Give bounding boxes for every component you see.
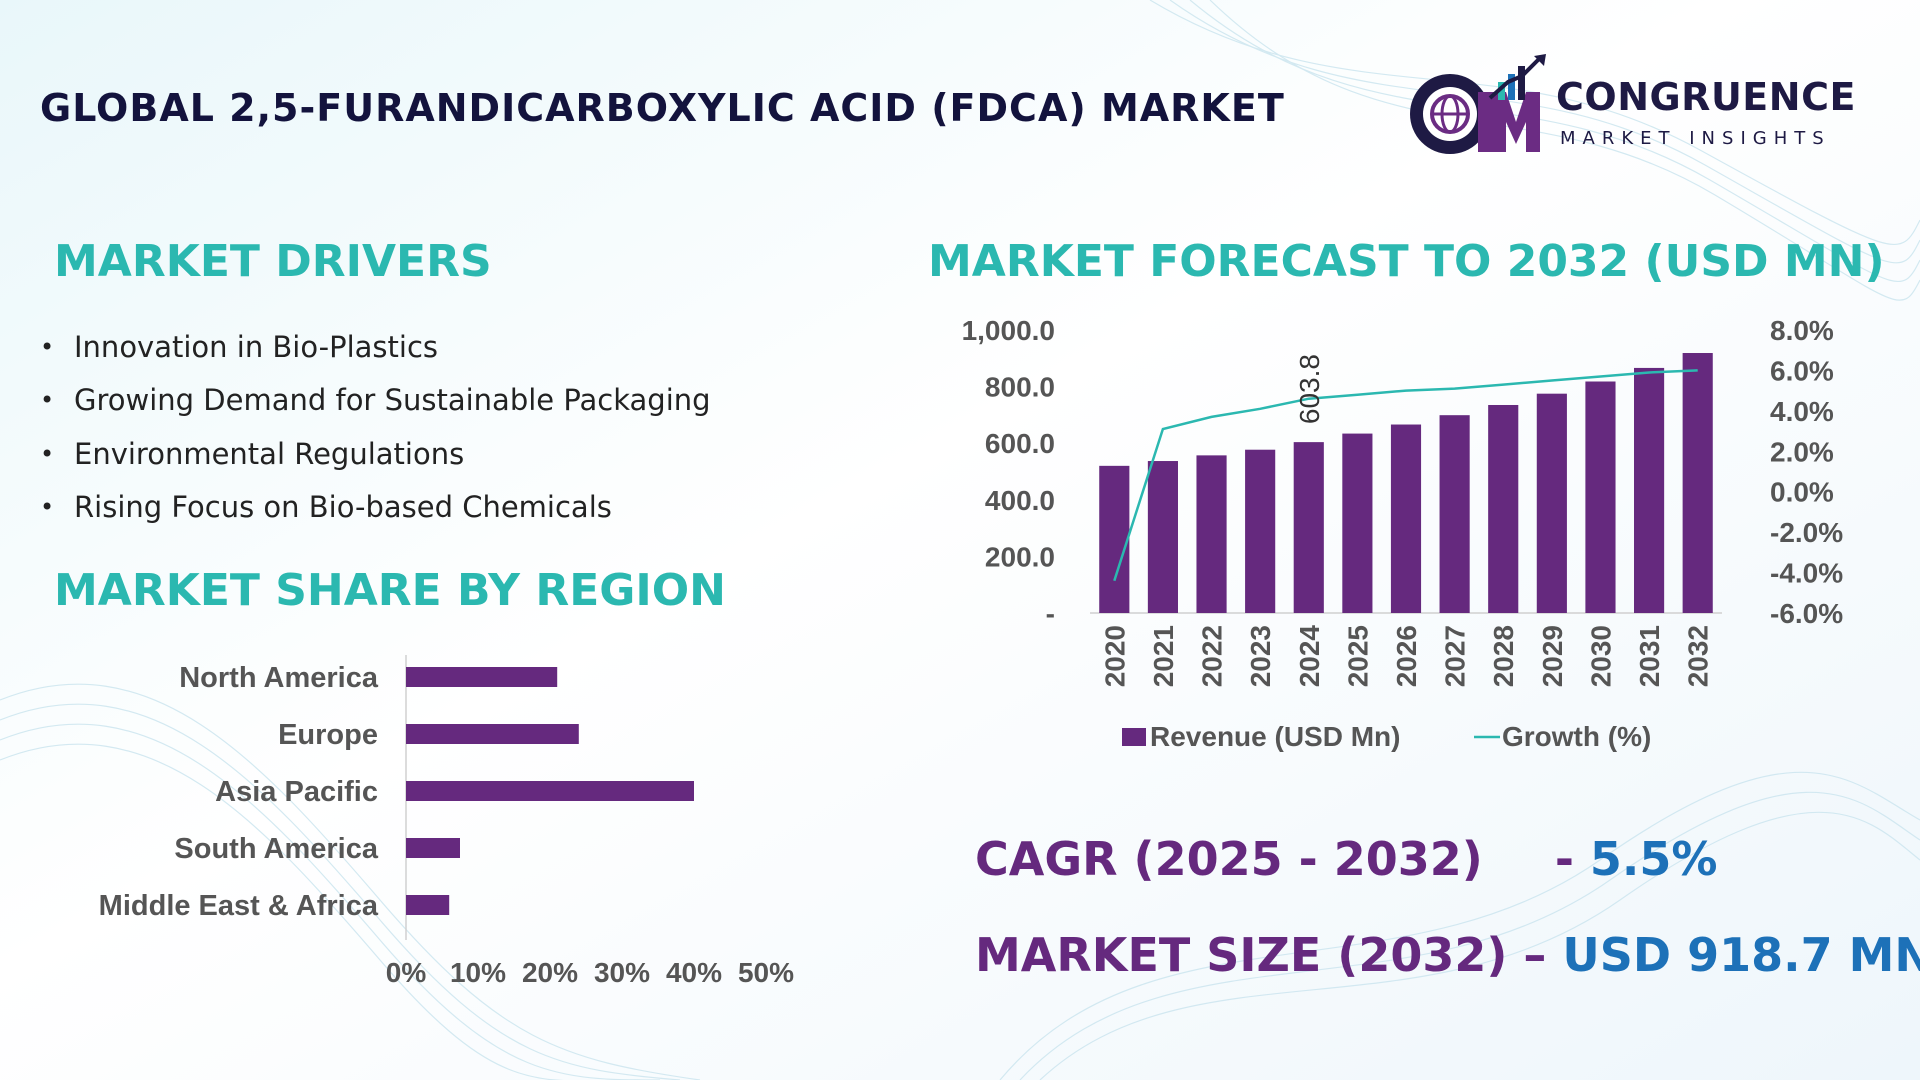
bullet-icon: •: [40, 439, 55, 468]
forecast-left-tick-label: 200.0: [985, 541, 1055, 572]
region-bar: [406, 667, 558, 687]
forecast-year-label: 2031: [1634, 625, 1665, 687]
revenue-bar: [1293, 442, 1324, 613]
region-bar: [406, 781, 694, 801]
region-bar: [406, 838, 460, 858]
forecast-right-tick-label: -6.0%: [1770, 598, 1843, 629]
forecast-year-label: 2024: [1294, 625, 1325, 688]
market-size-value: USD 918.7 MN: [1562, 928, 1920, 982]
forecast-year-label: 2021: [1148, 625, 1179, 687]
region-x-tick-label: 10%: [450, 957, 506, 988]
forecast-right-tick-label: 8.0%: [1770, 315, 1834, 346]
revenue-bar: [1585, 381, 1616, 613]
forecast-right-tick-label: 0.0%: [1770, 477, 1834, 508]
revenue-bar: [1488, 404, 1519, 613]
cagr-separator: -: [1554, 832, 1590, 886]
market-share-region-heading: MARKET SHARE BY REGION: [54, 565, 726, 616]
cm-logo-icon: [1410, 54, 1546, 154]
driver-text: Environmental Regulations: [74, 436, 465, 471]
region-x-tick-label: 0%: [386, 957, 427, 988]
market-size-stat: MARKET SIZE (2032) – USD 918.7 MN: [975, 928, 1920, 982]
bullet-icon: •: [40, 386, 55, 415]
region-x-tick-label: 50%: [738, 957, 794, 988]
revenue-bar: [1099, 465, 1130, 613]
region-bar: [406, 895, 450, 915]
revenue-data-label: 603.8: [1294, 354, 1325, 424]
forecast-year-label: 2029: [1537, 625, 1568, 687]
market-drivers-heading: MARKET DRIVERS: [54, 236, 492, 287]
legend-revenue-label: Revenue (USD Mn): [1150, 721, 1400, 752]
forecast-right-tick-label: 6.0%: [1770, 355, 1834, 386]
forecast-right-tick-label: 2.0%: [1770, 436, 1834, 467]
logo-tagline: MARKET INSIGHTS: [1560, 128, 1831, 149]
driver-item: • Innovation in Bio-Plastics: [40, 320, 860, 374]
driver-text: Innovation in Bio-Plastics: [74, 329, 439, 364]
driver-text: Growing Demand for Sustainable Packaging: [74, 383, 711, 418]
page-title: GLOBAL 2,5-FURANDICARBOXYLIC ACID (FDCA)…: [40, 86, 1285, 130]
forecast-year-label: 2030: [1585, 625, 1616, 687]
region-category-label: South America: [174, 833, 378, 865]
revenue-bar: [1536, 393, 1567, 613]
market-size-label: MARKET SIZE (2032): [975, 928, 1508, 982]
forecast-year-label: 2026: [1391, 625, 1422, 687]
region-category-label: Middle East & Africa: [99, 890, 379, 922]
driver-item: • Rising Focus on Bio-based Chemicals: [40, 481, 860, 535]
region-x-tick-label: 20%: [522, 957, 578, 988]
driver-item: • Growing Demand for Sustainable Packagin…: [40, 374, 860, 428]
cagr-value: 5.5%: [1589, 832, 1718, 886]
forecast-left-tick-label: 800.0: [985, 372, 1055, 403]
region-x-tick-label: 30%: [594, 957, 650, 988]
market-forecast-chart: - 200.0 400.0 600.0 800.0 1,000.0 -6.0% -4.0% -2…: [962, 315, 1844, 752]
forecast-year-label: 2028: [1488, 625, 1519, 687]
cagr-label: CAGR (2025 - 2032): [975, 832, 1483, 886]
forecast-year-label: 2032: [1683, 625, 1714, 687]
legend-revenue-swatch: [1122, 728, 1146, 746]
forecast-left-tick-label: 600.0: [985, 428, 1055, 459]
driver-item: • Environmental Regulations: [40, 427, 860, 481]
revenue-bar: [1634, 367, 1665, 613]
company-logo: CONGRUENCE MARKET INSIGHTS: [1398, 52, 1878, 162]
region-category-label: Asia Pacific: [215, 776, 378, 808]
forecast-year-label: 2025: [1342, 625, 1373, 687]
forecast-year-label: 2023: [1245, 625, 1276, 687]
market-forecast-heading: MARKET FORECAST TO 2032 (USD MN): [928, 236, 1885, 287]
legend-growth-label: Growth (%): [1502, 721, 1651, 752]
region-category-label: North America: [179, 662, 379, 694]
market-size-separator: –: [1507, 928, 1563, 982]
revenue-bar: [1245, 449, 1276, 613]
forecast-year-label: 2020: [1099, 625, 1130, 687]
region-share-chart: North America Europe Asia Pacific South Ame…: [99, 655, 794, 988]
region-x-tick-label: 40%: [666, 957, 722, 988]
revenue-bar: [1147, 461, 1178, 613]
region-category-label: Europe: [278, 719, 378, 751]
forecast-year-label: 2027: [1440, 625, 1471, 687]
market-drivers-list: • Innovation in Bio-Plastics • Growing Dem…: [40, 320, 860, 534]
forecast-left-tick-label: 400.0: [985, 485, 1055, 516]
forecast-year-label: 2022: [1197, 625, 1228, 687]
logo-name: CONGRUENCE: [1556, 75, 1856, 119]
driver-text: Rising Focus on Bio-based Chemicals: [74, 490, 612, 525]
cagr-stat: CAGR (2025 - 2032) - 5.5%: [975, 832, 1718, 886]
revenue-bar: [1682, 353, 1713, 613]
bullet-icon: •: [40, 332, 55, 361]
revenue-bar: [1390, 424, 1422, 613]
forecast-left-tick-label: 1,000.0: [962, 315, 1055, 346]
revenue-bar: [1196, 455, 1227, 613]
bullet-icon: •: [40, 493, 55, 522]
region-bar: [406, 724, 579, 744]
forecast-right-tick-label: -4.0%: [1770, 558, 1843, 589]
revenue-bar: [1439, 415, 1470, 613]
forecast-left-tick-label: -: [1046, 598, 1055, 629]
forecast-right-tick-label: -2.0%: [1770, 517, 1843, 548]
forecast-right-tick-label: 4.0%: [1770, 396, 1834, 427]
growth-line: [1113, 369, 1698, 582]
revenue-bar: [1342, 433, 1373, 613]
